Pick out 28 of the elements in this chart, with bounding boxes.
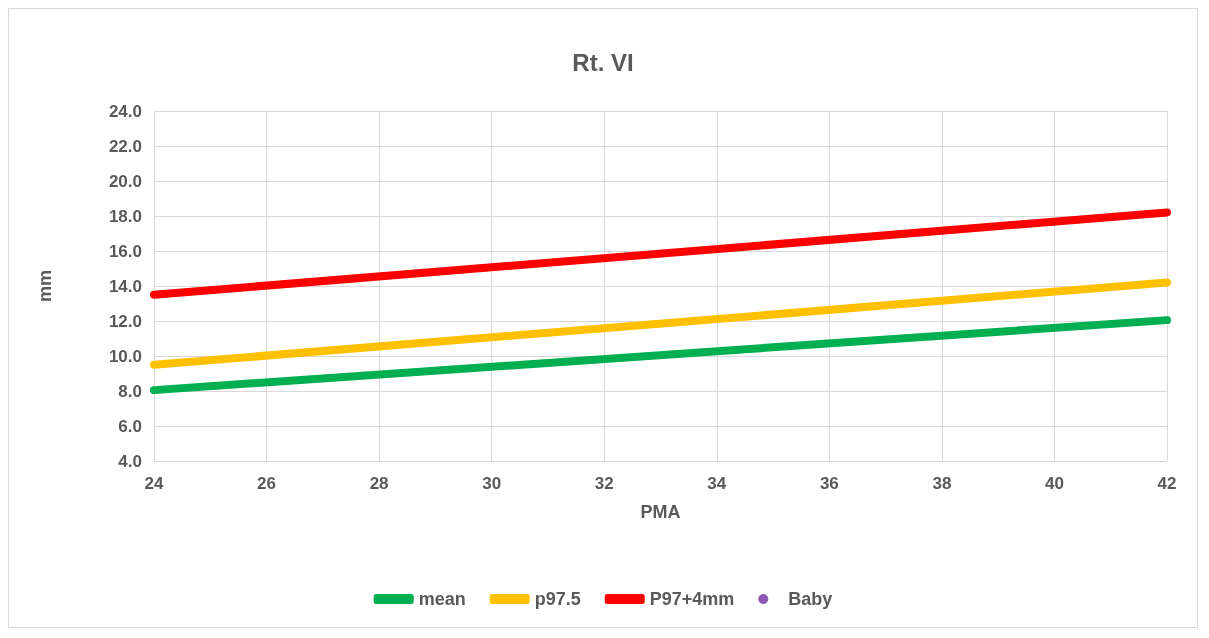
y-tick-label: 22.0 [108, 136, 142, 156]
y-tick-label: 18.0 [108, 206, 142, 226]
legend-label: P97+4mm [649, 589, 735, 609]
x-tick-label: 40 [1044, 474, 1064, 493]
legend-label: Baby [788, 589, 833, 609]
y-tick-label: 16.0 [108, 241, 142, 261]
x-axis-title: PMA [640, 502, 681, 522]
x-tick-label: 36 [819, 474, 839, 493]
x-tick-label: 30 [482, 474, 502, 493]
legend-label: mean [418, 589, 466, 609]
legend-label: p97.5 [534, 589, 581, 609]
y-tick-label: 4.0 [118, 451, 142, 471]
y-tick-label: 20.0 [108, 171, 142, 191]
x-tick-label: 24 [144, 474, 164, 493]
y-tick-label: 10.0 [108, 346, 142, 366]
y-axis-title: mm [35, 269, 55, 303]
x-tick-label: 28 [369, 474, 389, 493]
x-tick-label: 34 [707, 474, 727, 493]
y-tick-label: 14.0 [108, 276, 142, 296]
y-tick-label: 6.0 [118, 416, 142, 436]
x-tick-label: 42 [1157, 474, 1177, 493]
y-tick-label: 12.0 [108, 311, 142, 331]
x-tick-label: 38 [932, 474, 952, 493]
y-tick-label: 8.0 [118, 381, 142, 401]
x-tick-label: 26 [257, 474, 277, 493]
y-tick-label: 24.0 [108, 101, 142, 121]
x-tick-label: 32 [594, 474, 614, 493]
chart-title: Rt. VI [572, 48, 634, 76]
